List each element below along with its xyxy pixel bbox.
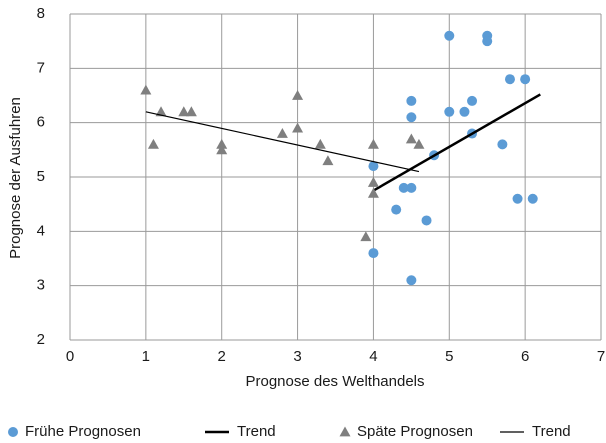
point — [421, 215, 432, 226]
point — [520, 74, 531, 85]
x-tick-label: 5 — [445, 348, 453, 365]
point — [178, 106, 190, 117]
y-tick-label: 5 — [37, 168, 45, 185]
point — [292, 90, 304, 100]
x-tick-label: 6 — [521, 348, 529, 365]
point — [360, 231, 372, 242]
y-tick-label: 4 — [37, 222, 45, 239]
y-tick-label: 8 — [37, 5, 45, 22]
point — [406, 182, 417, 193]
point — [482, 36, 493, 47]
point — [391, 204, 402, 215]
point — [467, 95, 478, 106]
point — [406, 95, 417, 106]
x-axis-label: Prognose des Welthandels — [245, 373, 424, 390]
point — [185, 106, 197, 117]
point — [405, 133, 417, 144]
y-tick-label: 2 — [37, 331, 45, 348]
legend-label: Späte Prognosen — [357, 423, 473, 440]
point — [444, 106, 455, 117]
point — [140, 84, 152, 95]
point — [292, 122, 304, 133]
x-tick-label: 1 — [142, 348, 150, 365]
point — [367, 187, 379, 198]
legend-label: Frühe Prognosen — [25, 423, 141, 440]
point — [314, 138, 326, 149]
point — [406, 275, 417, 286]
trend-line — [145, 111, 420, 173]
legend-label: Trend — [532, 423, 571, 440]
point — [459, 106, 470, 117]
point — [504, 74, 515, 85]
x-tick-label: 4 — [369, 348, 377, 365]
point — [147, 138, 159, 149]
point — [368, 161, 379, 172]
trend-line — [372, 93, 541, 192]
point — [367, 138, 379, 149]
point — [367, 176, 379, 187]
y-tick-label: 7 — [37, 59, 45, 76]
point — [398, 182, 409, 193]
y-tick-label: 3 — [37, 277, 45, 294]
y-tick-label: 6 — [37, 114, 45, 131]
point — [216, 138, 228, 149]
y-axis-label: Prognose der Ausfuhren — [7, 97, 24, 259]
point — [497, 139, 508, 150]
point — [276, 128, 288, 138]
point — [512, 193, 523, 204]
point — [406, 112, 417, 123]
x-tick-label: 0 — [66, 348, 74, 365]
point — [155, 106, 167, 117]
x-tick-label: 3 — [293, 348, 301, 365]
point — [444, 30, 455, 41]
point — [368, 248, 379, 259]
point — [322, 155, 334, 166]
legend-label: Trend — [237, 423, 276, 440]
legend-marker — [339, 426, 351, 437]
x-tick-label: 7 — [597, 348, 605, 365]
point — [216, 144, 228, 155]
x-tick-label: 2 — [218, 348, 226, 365]
point — [413, 138, 425, 149]
point — [527, 193, 538, 204]
legend-marker — [8, 427, 18, 437]
